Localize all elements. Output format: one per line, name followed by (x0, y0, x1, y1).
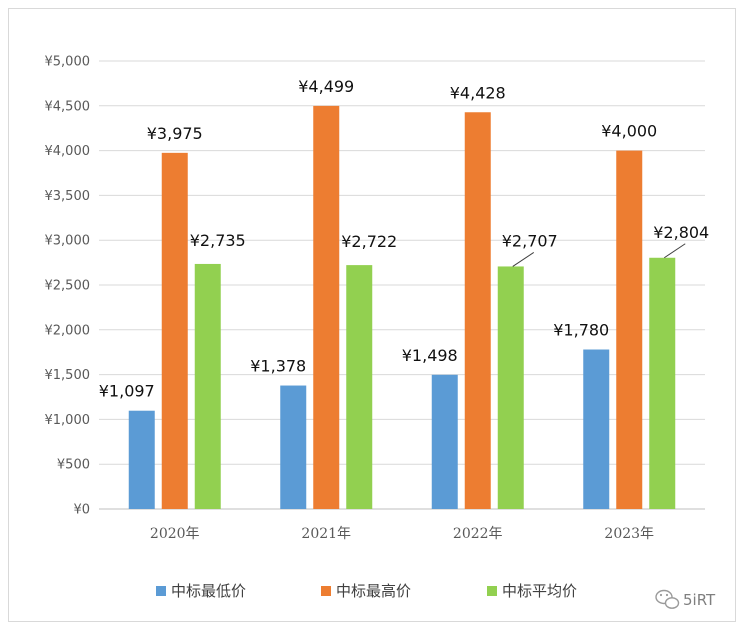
bar (583, 349, 610, 509)
y-tick-label: ¥1,500 (45, 368, 91, 383)
y-tick-label: ¥2,500 (45, 279, 91, 294)
bar (128, 410, 155, 509)
legend-label: 中标平均价 (502, 582, 577, 600)
data-label: ¥4,428 (450, 83, 506, 102)
leader-line (663, 243, 686, 259)
watermark: 5iRT (655, 589, 716, 609)
legend-swatch (487, 586, 497, 596)
y-tick-label: ¥3,500 (45, 189, 91, 204)
bar (313, 105, 340, 510)
bar (497, 266, 524, 509)
y-tick-label: ¥5,000 (45, 55, 91, 70)
y-tick-label: ¥1,000 (45, 413, 91, 428)
legend-swatch (321, 586, 331, 596)
y-axis: ¥0 ¥500 ¥1,000 ¥1,500 ¥2,000 ¥2,500 ¥3,000 ¥3,5… (45, 55, 91, 518)
x-tick-label: 2021年 (301, 526, 351, 542)
bar (346, 265, 373, 509)
x-tick-label: 2023年 (604, 526, 654, 542)
x-tick-label: 2020年 (150, 526, 200, 542)
bar (616, 150, 643, 509)
x-axis: 2020年 2021年 2022年 2023年 (150, 526, 654, 542)
bar (431, 374, 458, 509)
y-tick-label: ¥3,000 (45, 234, 91, 249)
legend-swatch (156, 586, 166, 596)
bar (161, 152, 188, 509)
legend: 中标最低价 中标最高价 中标平均价 (156, 582, 577, 600)
data-label: ¥1,378 (250, 357, 306, 376)
data-label: ¥1,097 (99, 382, 155, 401)
y-tick-label: ¥500 (57, 458, 90, 473)
data-label: ¥4,000 (601, 122, 657, 141)
data-label: ¥2,735 (190, 231, 246, 250)
bar (280, 385, 307, 509)
bar (194, 263, 221, 509)
data-label: ¥2,707 (502, 231, 558, 250)
data-label: ¥3,975 (147, 124, 203, 143)
data-label: ¥4,499 (298, 77, 354, 96)
y-tick-label: ¥4,000 (45, 144, 91, 159)
y-tick-label: ¥2,000 (45, 323, 91, 338)
legend-label: 中标最低价 (171, 582, 246, 600)
y-tick-label: ¥4,500 (45, 99, 91, 114)
wechat-icon (655, 589, 680, 609)
leader-line (512, 252, 535, 267)
bar (649, 257, 676, 509)
data-label: ¥2,804 (653, 223, 709, 242)
watermark-text: 5iRT (683, 591, 716, 609)
bars (128, 105, 676, 510)
legend-label: 中标最高价 (336, 582, 411, 600)
x-tick-label: 2022年 (453, 526, 503, 542)
bar (464, 112, 491, 510)
data-label: ¥1,780 (553, 321, 609, 340)
y-tick-label: ¥0 (73, 503, 90, 518)
data-labels: ¥1,097 ¥3,975 ¥2,735 ¥1,378 ¥4,499 ¥2,722 ¥1,4… (99, 77, 709, 401)
data-label: ¥1,498 (402, 346, 458, 365)
data-label: ¥2,722 (341, 232, 397, 251)
